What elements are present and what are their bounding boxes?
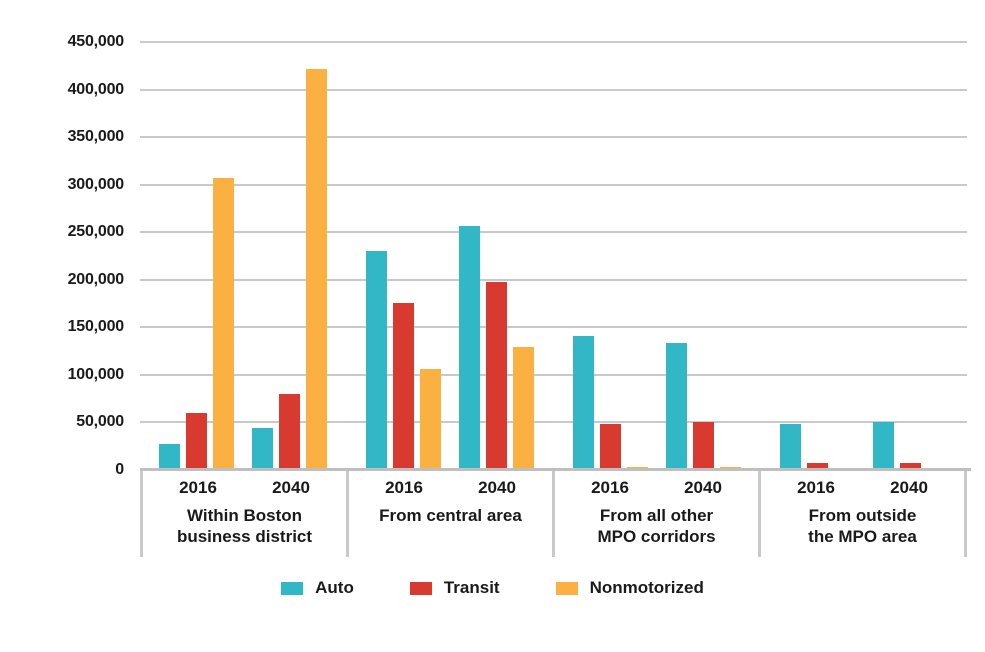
y-axis-tick-label: 300,000 xyxy=(67,175,125,193)
year-label-row: 2016 2040 xyxy=(555,478,758,498)
y-axis: 0 50,000 100,000 150,000 200,000 250,000 300,0… xyxy=(0,33,130,478)
bar-transit xyxy=(393,302,415,470)
gridline xyxy=(140,88,967,91)
bar-cluster-2016 xyxy=(366,42,442,470)
bar-cluster-2040 xyxy=(665,42,741,470)
bar-cluster-2040 xyxy=(252,42,328,470)
x-tick-year: 2016 xyxy=(591,478,629,497)
x-category-label-line: From all other xyxy=(599,506,714,525)
legend: Auto Transit Nonmotorized xyxy=(0,578,985,598)
x-category-label-line: MPO corridors xyxy=(597,527,716,546)
bar-cluster-2016 xyxy=(572,42,648,470)
year-label-row: 2016 2040 xyxy=(761,478,964,498)
legend-label: Auto xyxy=(315,578,354,597)
x-category-label-line: Within Boston xyxy=(186,506,303,525)
x-axis-line xyxy=(140,468,971,471)
year-label-row: 2016 2040 xyxy=(349,478,552,498)
gridline xyxy=(140,421,967,424)
x-category-label-line: business district xyxy=(176,527,313,546)
x-category-label-line: the MPO area xyxy=(808,527,917,546)
bar-group xyxy=(347,42,554,470)
gridline xyxy=(140,231,967,234)
bar-transit xyxy=(599,424,621,470)
legend-label: Transit xyxy=(443,578,500,597)
x-axis-labels: 2016 2040 Within Boston business district 20… xyxy=(140,471,967,557)
x-category-cell: 2016 2040 From outside the MPO area xyxy=(758,471,967,557)
y-axis-tick-label: 400,000 xyxy=(67,80,125,98)
y-axis-tick-label: 50,000 xyxy=(76,413,124,431)
x-category-label-line: From central area xyxy=(379,506,522,525)
bar-nonmotorized xyxy=(420,369,442,470)
bar-auto xyxy=(872,422,894,470)
gridline xyxy=(140,183,967,186)
x-category-cell: 2016 2040 From central area xyxy=(346,471,552,557)
legend-item-transit: Transit xyxy=(409,578,500,598)
y-axis-tick-label: 200,000 xyxy=(67,270,125,288)
legend-item-nonmotorized: Nonmotorized xyxy=(555,578,704,598)
x-tick-year: 2040 xyxy=(684,478,722,497)
bar-transit xyxy=(692,421,714,470)
bar-auto xyxy=(252,428,274,470)
gridline xyxy=(140,326,967,329)
legend-swatch-transit xyxy=(409,581,432,595)
bar-group xyxy=(554,42,761,470)
plot-area xyxy=(140,41,967,470)
y-axis-tick-label: 100,000 xyxy=(67,365,125,383)
bar-auto xyxy=(665,342,687,470)
x-category-label: Within Boston business district xyxy=(143,505,346,547)
bar-auto xyxy=(366,251,388,470)
x-category-label: From central area xyxy=(349,505,552,526)
bar-nonmotorized xyxy=(513,347,535,470)
x-category-label-line: From outside xyxy=(808,506,917,525)
bar-group xyxy=(760,42,967,470)
gridline xyxy=(140,136,967,139)
x-tick-year: 2040 xyxy=(272,478,310,497)
bar-group xyxy=(140,42,347,470)
y-axis-tick-label: 450,000 xyxy=(67,33,125,50)
bar-cluster-2040 xyxy=(459,42,535,470)
legend-label: Nonmotorized xyxy=(589,578,704,597)
bar-transit xyxy=(806,463,828,470)
x-tick-year: 2016 xyxy=(179,478,217,497)
x-category-label: From all other MPO corridors xyxy=(555,505,758,547)
y-axis-tick-label: 150,000 xyxy=(67,318,125,336)
bar-cluster-2016 xyxy=(159,42,235,470)
legend-swatch-nonmotorized xyxy=(555,581,578,595)
gridline xyxy=(140,41,967,43)
bar-transit xyxy=(486,281,508,470)
x-tick-year: 2016 xyxy=(797,478,835,497)
legend-item-auto: Auto xyxy=(281,578,354,598)
bar-nonmotorized xyxy=(213,178,235,470)
legend-swatch-auto xyxy=(281,581,304,595)
bar-auto xyxy=(779,424,801,470)
bar-auto xyxy=(159,444,181,470)
bar-cluster-2040 xyxy=(872,42,948,470)
gridline xyxy=(140,278,967,281)
bar-auto xyxy=(459,225,481,470)
x-category-cell: 2016 2040 From all other MPO corridors xyxy=(552,471,758,557)
y-axis-tick-label: 250,000 xyxy=(67,223,125,241)
x-category-label: From outside the MPO area xyxy=(761,505,964,547)
x-tick-year: 2040 xyxy=(890,478,928,497)
year-label-row: 2016 2040 xyxy=(143,478,346,498)
x-tick-year: 2016 xyxy=(385,478,423,497)
bar-groups xyxy=(140,42,967,470)
y-axis-tick-label: 350,000 xyxy=(67,128,125,146)
bar-transit xyxy=(279,393,301,470)
bar-auto xyxy=(572,335,594,470)
y-axis-tick-label: 0 xyxy=(115,461,124,478)
bar-cluster-2016 xyxy=(779,42,855,470)
bar-nonmotorized xyxy=(306,68,328,470)
gridline xyxy=(140,373,967,376)
bar-transit xyxy=(899,463,921,470)
x-category-cell: 2016 2040 Within Boston business district xyxy=(140,471,346,557)
x-tick-year: 2040 xyxy=(478,478,516,497)
bar-transit xyxy=(186,412,208,470)
